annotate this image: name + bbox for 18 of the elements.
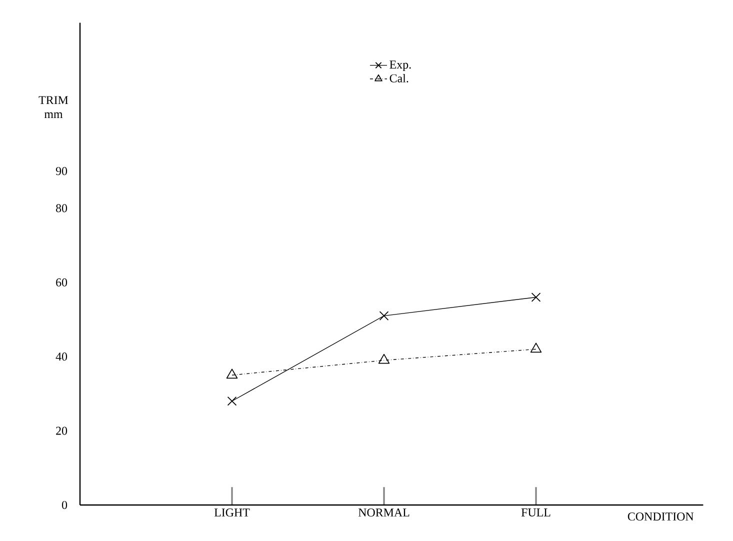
point xyxy=(378,354,390,364)
y-tick-label: 80 xyxy=(56,204,68,212)
point xyxy=(226,368,238,379)
point xyxy=(530,342,542,353)
y-tick-label: 40 xyxy=(56,352,68,361)
y-tick-label: 60 xyxy=(56,278,68,286)
y-tick-label: 20 xyxy=(56,426,68,435)
x-tick-label: NORMAL xyxy=(358,508,410,517)
x-tick-label: LIGHT xyxy=(214,508,250,517)
x-axis-title: CONDITION xyxy=(628,512,694,521)
y-tick-label: 0 xyxy=(62,500,68,510)
y-axis-title: TRIM mm xyxy=(38,96,68,118)
legend-label: Cal. xyxy=(390,74,408,82)
point xyxy=(379,311,389,320)
point xyxy=(531,292,541,302)
x-tick-label: FULL xyxy=(521,508,550,516)
y-tick-label: 90 xyxy=(56,167,68,176)
legend-label: Exp. xyxy=(390,60,411,72)
